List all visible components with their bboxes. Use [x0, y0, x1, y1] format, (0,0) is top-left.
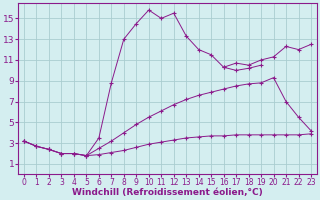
X-axis label: Windchill (Refroidissement éolien,°C): Windchill (Refroidissement éolien,°C): [72, 188, 263, 197]
